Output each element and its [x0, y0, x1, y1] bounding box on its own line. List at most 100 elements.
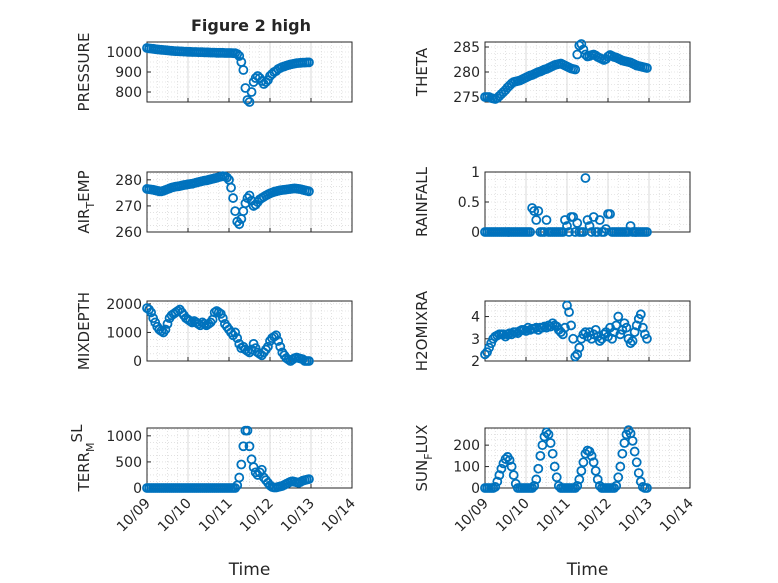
data-point — [234, 472, 245, 483]
x-axis-label-terr-msl: Time — [228, 560, 271, 580]
data-point — [496, 463, 507, 474]
data-point — [232, 333, 243, 344]
series-sun-flux — [480, 425, 652, 493]
data-point — [586, 450, 597, 461]
y-tick-label: 500 — [115, 455, 142, 471]
y-tick-label: 100 — [453, 460, 480, 476]
subplot-air-temp: 260 270 280 AIRTEMP — [75, 170, 353, 241]
y-tick-label: 280 — [115, 173, 142, 189]
data-point — [271, 330, 282, 341]
data-point — [541, 215, 552, 225]
data-point — [629, 446, 640, 457]
data-point — [508, 470, 519, 481]
data-point — [273, 336, 284, 346]
data-point — [609, 483, 620, 493]
data-point — [244, 441, 255, 452]
data-point — [304, 57, 314, 68]
data-point — [584, 221, 595, 231]
grid-terr-msl — [146, 428, 353, 489]
series-h2omixra — [480, 300, 652, 362]
data-point — [535, 450, 546, 461]
data-point — [222, 172, 232, 183]
y-tick-label: 275 — [453, 90, 480, 106]
data-point — [234, 51, 245, 61]
data-point — [570, 351, 581, 362]
data-point — [244, 190, 255, 201]
data-point — [500, 454, 511, 464]
data-point — [594, 215, 605, 225]
data-point — [570, 64, 581, 75]
subplot-theta: 275 280 285 THETA — [413, 39, 691, 106]
y-tick-label: 280 — [453, 65, 480, 81]
data-point — [590, 465, 601, 476]
data-point — [586, 227, 597, 237]
data-point — [525, 227, 535, 237]
y-tick-label: 270 — [115, 199, 142, 215]
data-point — [572, 480, 583, 491]
data-point — [242, 425, 253, 436]
data-point — [232, 49, 243, 59]
y-tick-label: 0 — [133, 354, 142, 370]
subplot-mixdepth: 0 1000 2000 MIXDEPTH — [75, 292, 353, 370]
data-point — [621, 322, 632, 333]
data-point — [217, 313, 228, 324]
data-point — [506, 461, 517, 472]
data-point — [541, 427, 552, 438]
data-point — [244, 97, 255, 107]
data-point — [578, 44, 589, 55]
subplot-rainfall: 0 0.5 1 RAINFALL — [413, 165, 691, 241]
data-point — [588, 457, 599, 468]
data-point — [533, 206, 544, 216]
data-point — [570, 483, 581, 493]
y-tick-label: 3 — [471, 332, 480, 348]
series-mixdepth — [142, 303, 314, 366]
y-tick-label: 4 — [471, 310, 480, 326]
data-point — [642, 227, 652, 237]
data-point — [162, 318, 173, 329]
data-point — [627, 435, 638, 446]
y-tick-label: 260 — [115, 225, 142, 241]
data-point — [236, 459, 247, 470]
data-point — [613, 311, 624, 322]
data-point — [592, 227, 603, 237]
data-point — [529, 480, 540, 491]
data-point — [627, 336, 638, 346]
series-air-temp — [142, 171, 314, 230]
data-point — [625, 338, 636, 349]
data-point — [226, 182, 236, 193]
y-tick-label: 900 — [115, 65, 142, 81]
data-point — [230, 483, 241, 493]
y-tick-label: 0 — [133, 481, 142, 497]
data-point — [531, 215, 542, 225]
data-point — [545, 438, 556, 448]
data-point — [230, 327, 241, 338]
data-point — [574, 342, 585, 353]
data-point — [234, 219, 245, 230]
data-point — [578, 457, 589, 468]
y-tick-label: 800 — [115, 85, 142, 101]
axes-box-h2omixra — [484, 300, 691, 362]
y-axis-label-rainfall: RAINFALL — [413, 166, 431, 237]
data-point — [238, 441, 249, 452]
series-theta — [480, 39, 652, 104]
data-point — [160, 324, 171, 335]
series-pressure — [142, 43, 314, 107]
data-point — [566, 320, 576, 331]
y-tick-label: 0.5 — [458, 195, 480, 211]
data-point — [529, 206, 540, 216]
data-point — [304, 356, 314, 366]
y-axis-label-terr-msl: TERRMSL — [68, 424, 97, 493]
series-rainfall — [480, 173, 652, 237]
data-point — [543, 429, 554, 440]
y-tick-label: 1000 — [106, 45, 142, 61]
y-axis-label-sun-flux: SUNFLUX — [413, 425, 435, 492]
y-tick-label: 285 — [453, 40, 480, 56]
figure-title: Figure 2 high — [191, 16, 311, 35]
data-point — [242, 95, 253, 105]
y-axis-label-air-temp: AIRTEMP — [75, 170, 97, 233]
data-point — [572, 218, 583, 228]
y-tick-label: 200 — [453, 438, 480, 454]
data-point — [605, 209, 615, 219]
y-axis-label-pressure: PRESSURE — [75, 33, 93, 112]
